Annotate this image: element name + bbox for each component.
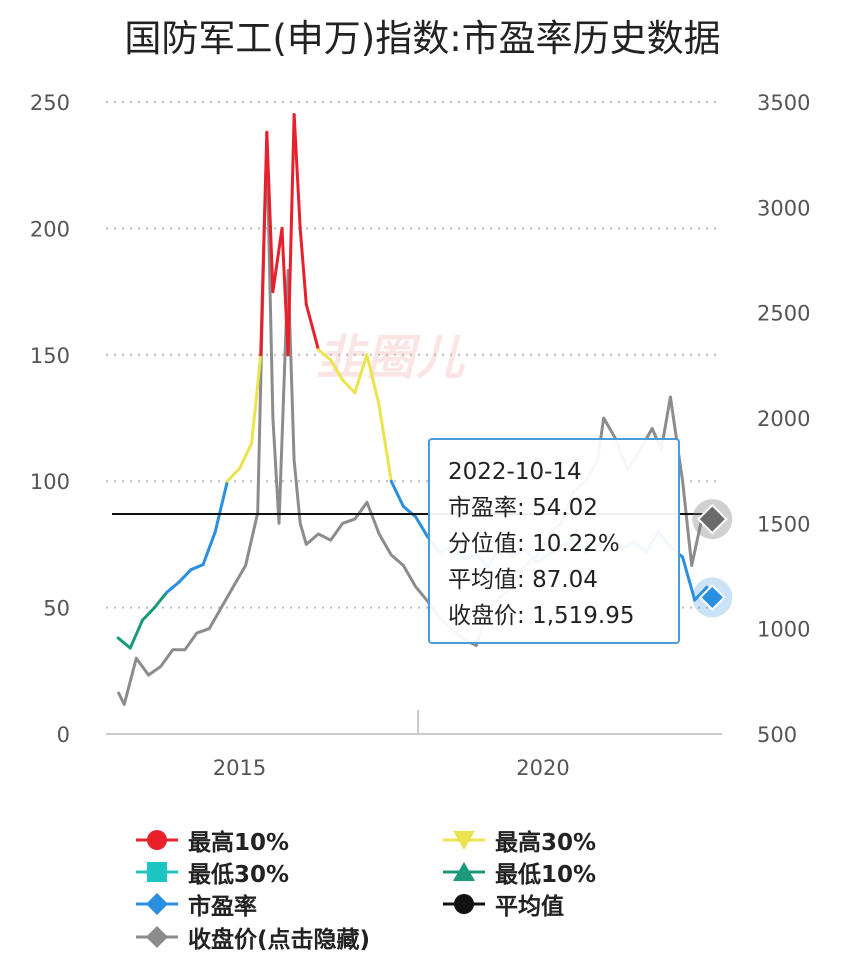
y-right-axis: 500 1000 1500 2000 2500 3000 3500 <box>757 91 810 747</box>
legend-item[interactable]: 最低10% <box>443 857 597 888</box>
legend-item[interactable]: 最高10% <box>136 825 290 856</box>
tooltip: 2022-10-14 市盈率: 54.02 分位值: 10.22% 平均值: 8… <box>428 438 680 644</box>
legend-label: 市盈率 <box>188 894 257 920</box>
pe-segment <box>250 353 263 445</box>
pe-segment <box>128 618 144 650</box>
legend-item[interactable]: 最低30% <box>136 857 290 888</box>
pe-segment <box>225 467 242 483</box>
pe-segment <box>189 563 205 572</box>
pe-segment <box>341 378 357 395</box>
tooltip-percentile: 分位值: 10.22% <box>448 531 620 557</box>
legend-label: 最高10% <box>188 830 290 856</box>
y-right-tick-label: 500 <box>757 723 797 747</box>
pe-segment <box>292 113 302 230</box>
legend-label: 最高30% <box>495 830 597 856</box>
pe-segment <box>353 353 369 395</box>
close-marker <box>696 503 728 535</box>
pe-segment <box>389 479 405 508</box>
legend-diamond-icon <box>136 926 178 948</box>
tooltip-average: 平均值: 87.04 <box>448 567 598 593</box>
legend-label: 平均值 <box>495 894 564 920</box>
y-right-tick-label: 3500 <box>757 91 810 115</box>
y-left-tick-label: 250 <box>30 91 70 115</box>
tooltip-date: 2022-10-14 <box>448 459 582 485</box>
pe-marker <box>698 584 726 611</box>
pe-segment <box>377 403 393 483</box>
legend-diamond-icon <box>136 893 178 915</box>
y-right-tick-label: 2500 <box>757 302 810 326</box>
y-left-tick-label: 150 <box>30 344 70 368</box>
pe-segment <box>286 113 296 357</box>
pe-segment <box>238 441 254 471</box>
end-markers <box>692 499 733 618</box>
pe-segment <box>271 226 284 294</box>
legend-item[interactable]: 平均值 <box>443 889 564 920</box>
pe-segment <box>329 358 345 382</box>
pe-segment <box>259 130 269 357</box>
y-right-tick-label: 2000 <box>757 407 810 431</box>
y-left-tick-label: 0 <box>57 723 70 747</box>
legend-triangle-down-icon <box>443 831 485 850</box>
pe-segment <box>213 479 229 534</box>
y-left-tick-label: 100 <box>30 470 70 494</box>
pe-segment <box>681 555 697 602</box>
pe-segment <box>265 130 275 294</box>
y-right-tick-label: 1500 <box>757 512 810 536</box>
x-tick-label: 2015 <box>213 756 266 780</box>
pe-segment <box>116 636 132 650</box>
close-price-series <box>116 142 713 706</box>
pe-segment <box>177 568 193 584</box>
tooltip-pe: 市盈率: 54.02 <box>448 495 598 521</box>
y-right-tick-label: 1000 <box>757 618 810 642</box>
legend-circle-line-icon <box>136 830 178 850</box>
legend-item[interactable]: 收盘价(点击隐藏) <box>136 922 371 953</box>
pe-segment <box>201 530 217 567</box>
pe-segment <box>401 504 418 519</box>
legend-item[interactable]: 市盈率 <box>136 889 257 920</box>
pe-segment <box>693 585 709 602</box>
legend-item[interactable]: 最高30% <box>443 825 597 856</box>
tooltip-close: 收盘价: 1,519.95 <box>448 603 635 629</box>
legend-label: 收盘价(点击隐藏) <box>188 927 371 953</box>
pe-segment <box>365 353 381 407</box>
y-right-tick-label: 3000 <box>757 196 810 220</box>
pe-segment <box>316 348 333 362</box>
x-tick-label: 2020 <box>516 756 569 780</box>
legend-triangle-up-icon <box>443 862 485 881</box>
pe-segment <box>165 580 181 594</box>
legend-label: 最低10% <box>495 862 597 888</box>
y-left-tick-label: 50 <box>43 597 70 621</box>
chart-title: 国防军工(申万)指数:市盈率历史数据 <box>124 17 721 60</box>
legend-square-icon <box>136 862 178 882</box>
pe-segment <box>304 302 320 352</box>
pe-segment <box>153 590 169 610</box>
pe-segment <box>280 226 290 357</box>
y-left-axis: 0 50 100 150 200 250 <box>30 91 70 747</box>
x-axis: 2015 2020 <box>213 710 570 780</box>
legend-circle-line-icon <box>443 894 485 914</box>
pe-segment <box>140 606 157 622</box>
pe-segment <box>414 515 430 539</box>
y-left-tick-label: 200 <box>30 217 70 241</box>
pe-segment <box>298 226 308 306</box>
close-price-line <box>116 142 713 706</box>
legend-label: 最低30% <box>188 862 290 888</box>
